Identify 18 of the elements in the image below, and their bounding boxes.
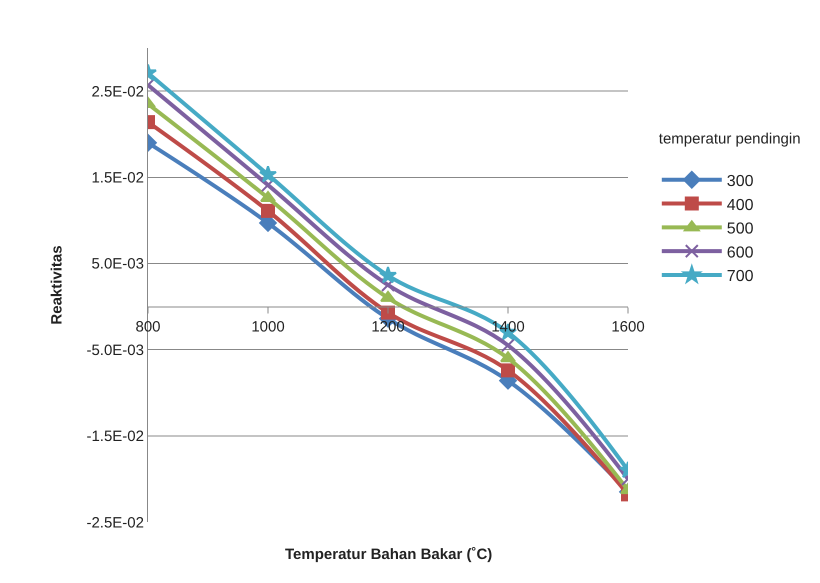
legend-title: temperatur pendingin bbox=[658, 130, 801, 148]
x-tick-label: 1600 bbox=[611, 318, 645, 336]
y-tick-label: 1.5E-02 bbox=[91, 170, 144, 187]
x-tick-label: 1000 bbox=[251, 318, 285, 336]
legend-label: 600 bbox=[726, 244, 754, 262]
y-tick-label: 5.0E-03 bbox=[91, 256, 144, 273]
y-tick-label: -1.5E-02 bbox=[86, 428, 144, 446]
y-tick-label: -5.0E-03 bbox=[86, 342, 144, 359]
y-tick-label: -2.5E-02 bbox=[86, 514, 144, 532]
legend-label: 300 bbox=[726, 172, 754, 190]
legend-label: 400 bbox=[726, 196, 754, 214]
legend-label: 700 bbox=[726, 268, 754, 286]
x-tick-label: 1200 bbox=[371, 318, 405, 336]
x-tick-label: 800 bbox=[135, 318, 161, 336]
y-tick-label: 2.5E-02 bbox=[91, 83, 144, 100]
y-axis-title: Reaktivitas bbox=[48, 245, 66, 325]
legend-label: 500 bbox=[726, 220, 754, 238]
x-axis-title: Temperatur Bahan Bakar (˚C) bbox=[285, 546, 492, 563]
